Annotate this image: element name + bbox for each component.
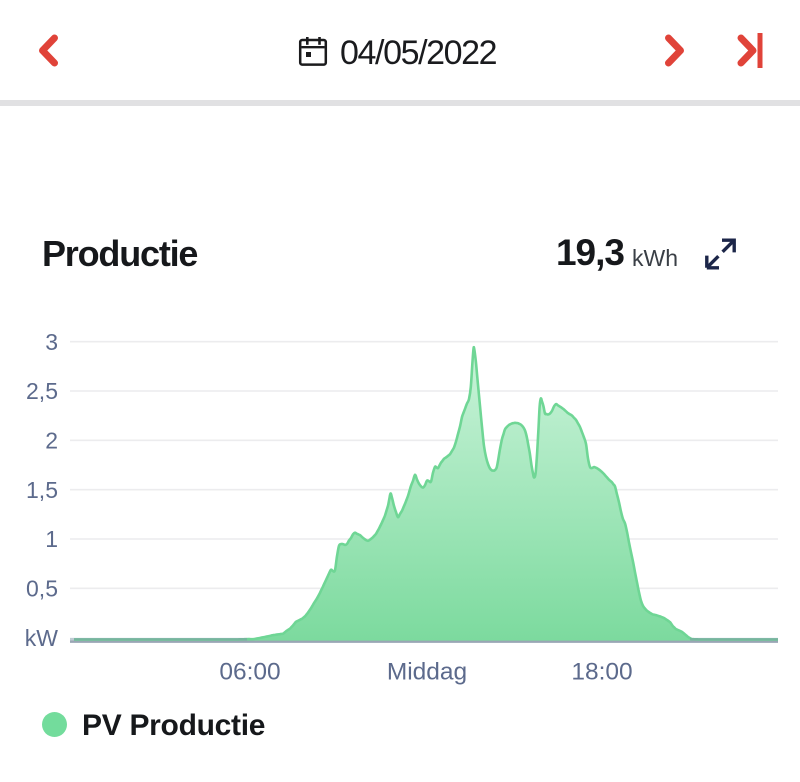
- svg-text:1,5: 1,5: [26, 477, 58, 503]
- svg-text:Middag: Middag: [387, 659, 467, 686]
- svg-text:2: 2: [45, 427, 58, 453]
- svg-text:3: 3: [45, 329, 58, 355]
- svg-text:1: 1: [45, 526, 58, 552]
- svg-text:0,5: 0,5: [26, 575, 58, 601]
- svg-text:06:00: 06:00: [219, 659, 280, 686]
- svg-text:2,5: 2,5: [26, 378, 58, 404]
- svg-text:kW: kW: [25, 625, 59, 651]
- svg-text:18:00: 18:00: [571, 659, 632, 686]
